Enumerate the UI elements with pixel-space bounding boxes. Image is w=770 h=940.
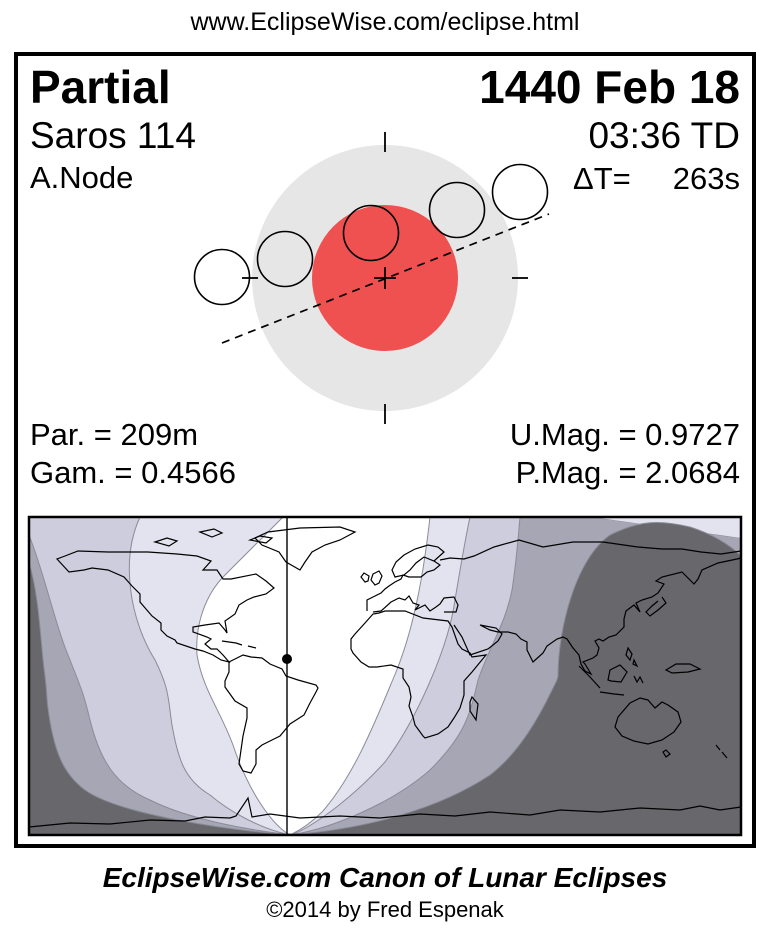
partial-duration-stat: Par. = 209m (30, 417, 199, 452)
eclipse-time: 03:36 TD (588, 115, 740, 156)
eclipse-type-label: Partial (30, 61, 171, 113)
delta-t-row: ΔT= 263s (573, 163, 740, 194)
page-url-link[interactable]: www.EclipseWise.com/eclipse.html (190, 8, 580, 36)
delta-t-value: 263s (672, 161, 740, 196)
canon-title: EclipseWise.com Canon of Lunar Eclipses (102, 862, 668, 893)
saros-label: Saros 114 (30, 115, 196, 156)
eclipse-date: 1440 Feb 18 (479, 61, 740, 113)
delta-t-label: ΔT= (573, 161, 631, 196)
gamma-stat: Gam. = 0.4566 (30, 455, 236, 490)
umbral-magnitude-stat: U.Mag. = 0.9727 (509, 417, 740, 452)
copyright-line: ©2014 by Fred Espenak (266, 897, 504, 922)
node-label: A.Node (30, 160, 134, 195)
penumbral-magnitude-stat: P.Mag. = 2.0684 (515, 455, 740, 490)
